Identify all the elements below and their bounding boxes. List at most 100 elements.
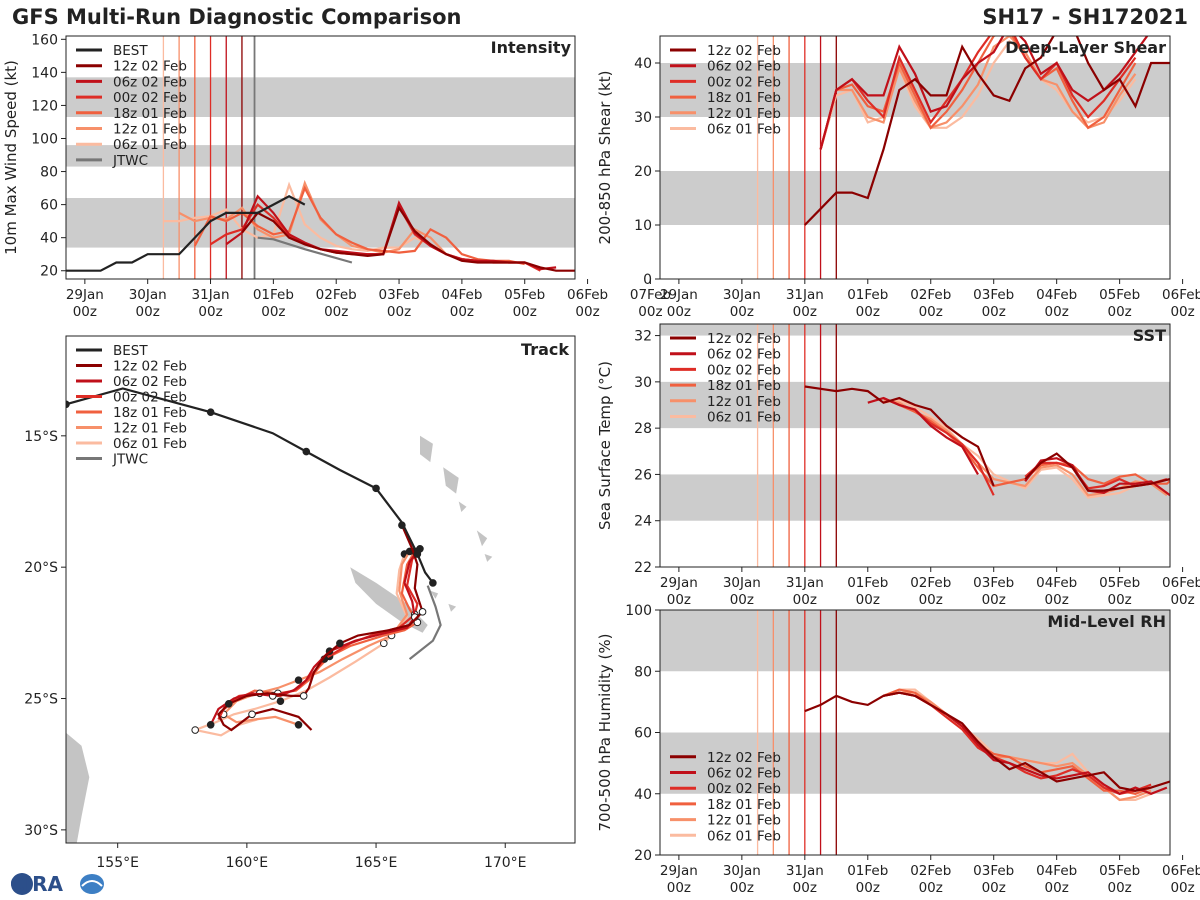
- best-marker: [413, 550, 422, 558]
- x-tick-day: 31Jan: [192, 287, 230, 303]
- panel-shear: 01020304029Jan00z30Jan00z31Jan00z01Feb00…: [596, 35, 1200, 320]
- track-marker: [224, 699, 233, 708]
- storm-id: SH17 - SH172021: [982, 5, 1188, 29]
- land-shape: [430, 590, 439, 599]
- best-marker: [372, 484, 380, 493]
- lat-tick-label: 25°S: [24, 692, 58, 708]
- panel-title: Mid-Level RH: [1047, 612, 1166, 631]
- x-tick-hour: 00z: [1045, 880, 1069, 896]
- legend-label: 18z 01 Feb: [707, 797, 781, 813]
- y-tick-label: 20: [634, 848, 652, 864]
- track-marker: [294, 676, 303, 684]
- x-tick-hour: 00z: [919, 304, 943, 320]
- x-tick-hour: 00z: [667, 304, 691, 320]
- lat-tick-label: 15°S: [24, 429, 58, 445]
- land-shape: [443, 467, 459, 494]
- x-tick-day: 06Feb: [567, 287, 608, 303]
- shaded-band: [66, 198, 575, 248]
- x-tick-day: 03Feb: [973, 575, 1014, 591]
- track-marker: [336, 639, 344, 648]
- track-marker: [294, 720, 303, 729]
- land-shape: [448, 603, 457, 612]
- series-line-4: [193, 185, 525, 266]
- x-tick-hour: 00z: [982, 592, 1006, 608]
- x-tick-hour: 00z: [1170, 304, 1194, 320]
- y-tick-label: 30: [634, 375, 652, 391]
- y-tick-label: 140: [31, 65, 58, 81]
- x-tick-hour: 00z: [387, 304, 411, 320]
- x-tick-hour: 00z: [856, 880, 880, 896]
- panel-title: Deep-Layer Shear: [1005, 38, 1166, 57]
- x-tick-day: 01Feb: [847, 575, 888, 591]
- legend-label: 00z 02 Feb: [707, 781, 781, 797]
- series-line-4: [883, 397, 1170, 488]
- legend-label: 12z 01 Feb: [707, 813, 781, 829]
- plot-area: [660, 324, 1170, 567]
- shaded-band: [660, 324, 1170, 336]
- logo-text: CIRA: [10, 872, 64, 896]
- series-line-1: [804, 36, 1170, 226]
- y-tick-label: 60: [40, 198, 58, 214]
- track-line-5: [221, 550, 411, 726]
- x-tick-hour: 00z: [667, 880, 691, 896]
- x-tick-day: 02Feb: [910, 863, 951, 879]
- lat-tick-label: 20°S: [24, 560, 58, 576]
- x-tick-day: 06Feb: [1162, 575, 1200, 591]
- legend-label: 12z 01 Feb: [113, 421, 187, 437]
- x-tick-day: 31Jan: [786, 863, 824, 879]
- panel-track: 155°E 160°E 165°E 170°E 15°S 20°S 25°S 30°S Trac…: [24, 335, 576, 871]
- best-marker: [206, 408, 215, 416]
- x-tick-day: 04Feb: [1036, 287, 1077, 303]
- y-tick-label: 32: [634, 329, 652, 345]
- shaded-band: [660, 610, 1170, 672]
- lon-tick-label: 165°E: [355, 855, 398, 871]
- series-line-2: [819, 36, 1149, 150]
- y-tick-label: 100: [625, 603, 652, 619]
- x-tick-hour: 00z: [793, 304, 817, 320]
- lon-tick-label: 160°E: [226, 855, 269, 871]
- best-line: [66, 195, 306, 272]
- series-line-1: [804, 385, 1170, 492]
- x-tick-day: 06Feb: [1162, 863, 1200, 879]
- x-tick-day: 30Jan: [129, 287, 167, 303]
- x-tick-day: 31Jan: [786, 575, 824, 591]
- y-tick-label: 30: [634, 110, 652, 126]
- land-shape: [458, 501, 467, 512]
- legend-label: 12z 01 Feb: [707, 106, 781, 122]
- legend-label: 06z 01 Feb: [707, 828, 781, 844]
- land-shape: [484, 554, 493, 562]
- x-tick-day: 29Jan: [660, 287, 698, 303]
- y-tick-label: 10: [634, 218, 652, 234]
- y-tick-label: 80: [634, 664, 652, 680]
- x-tick-day: 29Jan: [660, 575, 698, 591]
- legend-label: 18z 01 Feb: [707, 90, 781, 106]
- legend-label: 12z 02 Feb: [113, 359, 187, 375]
- x-tick-hour: 00z: [730, 592, 754, 608]
- legend-label: 12z 01 Feb: [113, 122, 187, 138]
- x-tick-day: 05Feb: [1099, 863, 1140, 879]
- x-tick-hour: 00z: [136, 304, 160, 320]
- x-tick-hour: 00z: [324, 304, 348, 320]
- series-line-6: [883, 399, 1152, 499]
- legend-label: JTWC: [112, 153, 148, 169]
- x-tick-hour: 00z: [1170, 880, 1194, 896]
- plot-area: [660, 36, 1170, 279]
- land-shape: [66, 732, 90, 843]
- shaded-band: [660, 732, 1170, 794]
- x-tick-day: 29Jan: [660, 863, 698, 879]
- y-tick-label: 28: [634, 421, 652, 437]
- legend-label: 12z 01 Feb: [707, 394, 781, 410]
- y-axis-label: 700-500 hPa Humidity (%): [596, 633, 614, 831]
- y-tick-label: 20: [40, 264, 58, 280]
- series-line-5: [819, 36, 1137, 150]
- y-tick-label: 160: [31, 32, 58, 48]
- x-tick-hour: 00z: [667, 592, 691, 608]
- panel-title: Track: [521, 340, 569, 359]
- cira-logo: CIRA: [6, 868, 106, 898]
- lon-tick-label: 155°E: [96, 855, 139, 871]
- shaded-band: [66, 77, 575, 117]
- legend-label: 00z 02 Feb: [707, 74, 781, 90]
